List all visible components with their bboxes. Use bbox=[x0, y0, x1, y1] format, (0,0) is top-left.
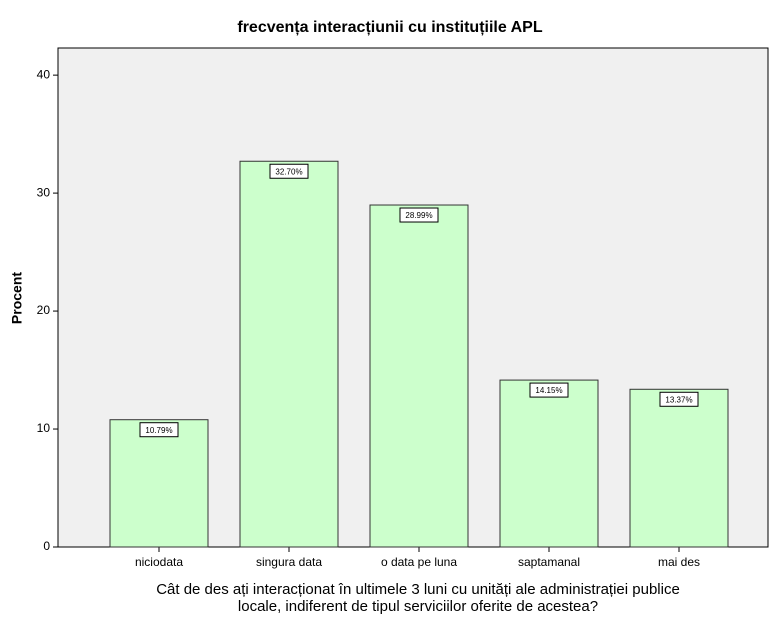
x-tick-label: saptamanal bbox=[518, 555, 580, 569]
chart-title: frecvența interacțiunii cu instituțiile … bbox=[237, 19, 542, 36]
value-label: 32.70% bbox=[275, 167, 302, 176]
x-axis-label: locale, indiferent de tipul serviciilor … bbox=[238, 598, 598, 615]
bar bbox=[109, 419, 209, 548]
value-label-box bbox=[399, 207, 439, 223]
value-label: 28.99% bbox=[405, 211, 432, 220]
x-tick-label: niciodata bbox=[135, 555, 183, 569]
value-label-box bbox=[659, 391, 699, 407]
value-label-box bbox=[269, 163, 309, 179]
y-axis-label: Procent bbox=[9, 272, 25, 324]
y-tick-label: 0 bbox=[43, 539, 50, 553]
bar bbox=[499, 379, 599, 548]
x-tick-label: singura data bbox=[256, 555, 322, 569]
value-label: 13.37% bbox=[665, 395, 692, 404]
value-label: 14.15% bbox=[535, 386, 562, 395]
y-tick-label: 20 bbox=[37, 303, 51, 317]
bar bbox=[369, 204, 469, 548]
y-tick-label: 40 bbox=[37, 67, 51, 81]
y-tick-label: 30 bbox=[37, 185, 51, 199]
value-label: 10.79% bbox=[145, 426, 172, 435]
bar bbox=[239, 160, 339, 548]
x-tick-label: mai des bbox=[658, 555, 700, 569]
value-label-box bbox=[139, 422, 179, 438]
x-tick-label: o data pe luna bbox=[381, 555, 457, 569]
x-axis-label: Cât de des ați interacționat în ultimele… bbox=[156, 581, 680, 598]
bar bbox=[629, 388, 729, 548]
y-tick-label: 10 bbox=[37, 421, 51, 435]
value-label-box bbox=[529, 382, 569, 398]
